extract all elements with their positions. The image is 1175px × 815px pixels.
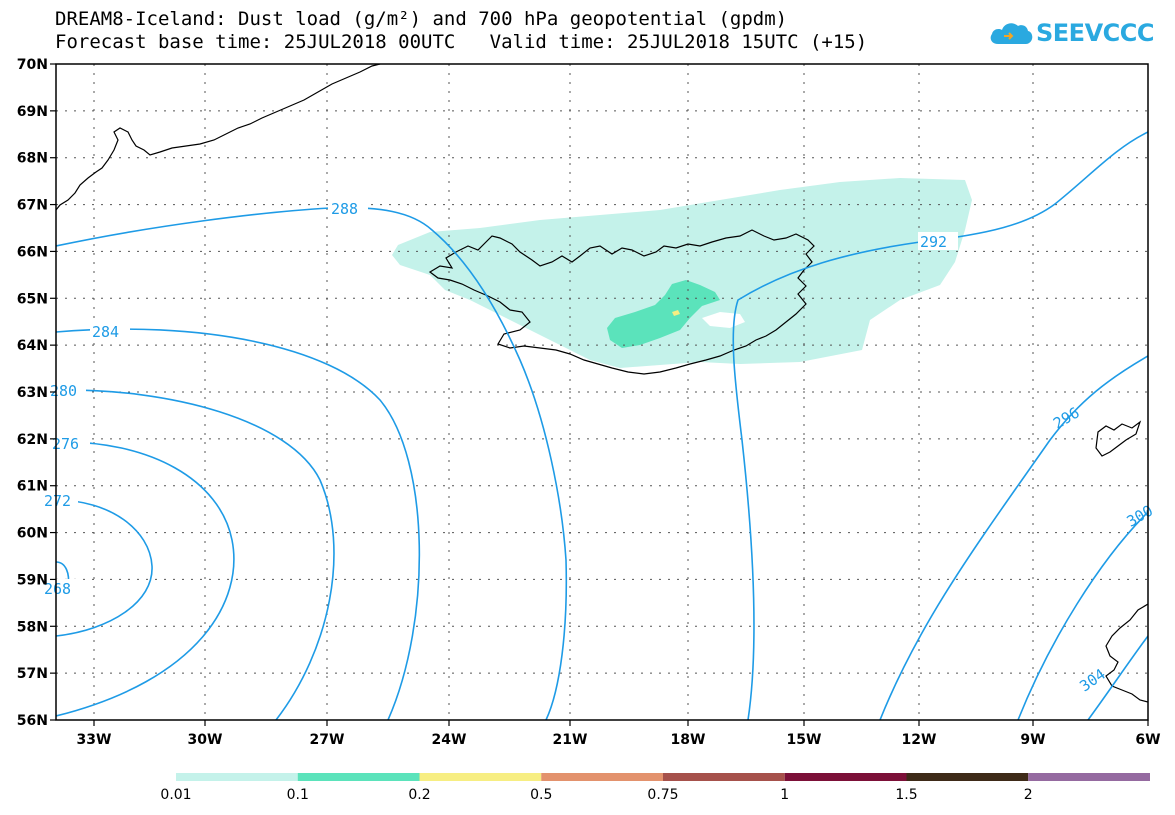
lon-tick-label: 12W xyxy=(902,732,937,748)
lon-tick-label: 9W xyxy=(1020,732,1045,748)
colorbar-label: 0.5 xyxy=(530,787,552,803)
contour-label-300: 300 xyxy=(1124,502,1156,531)
colorbar-swatch xyxy=(663,773,785,781)
contour-label-268: 268 xyxy=(44,580,71,598)
map-title: DREAM8-Iceland: Dust load (g/m²) and 700… xyxy=(55,8,788,30)
contour-284 xyxy=(56,328,421,720)
contour-label-288: 288 xyxy=(331,200,358,218)
contour-label-292: 292 xyxy=(920,233,947,251)
colorbar-swatch xyxy=(541,773,663,781)
lat-tick-label: 63N xyxy=(17,385,48,401)
contour-304 xyxy=(1087,635,1148,720)
colorbar-label: 0.2 xyxy=(408,787,430,803)
dust-area-low xyxy=(392,178,972,368)
lon-tick-label: 21W xyxy=(553,732,588,748)
lat-tick-label: 60N xyxy=(17,526,48,542)
greenland-coastline xyxy=(56,64,381,211)
latitude-axis: 70N 69N 68N 67N 66N 65N 64N 63N 62N 61N 60N 59N 58N 5… xyxy=(17,57,56,729)
dust-area-medium xyxy=(607,280,720,348)
dust-load-layer xyxy=(392,178,972,368)
contour-288 xyxy=(56,206,568,720)
contour-label-272: 272 xyxy=(44,492,71,510)
lat-tick-label: 67N xyxy=(17,198,48,214)
contour-272 xyxy=(56,499,153,637)
lon-tick-label: 27W xyxy=(310,732,345,748)
longitude-axis: 33W 30W 27W 24W 21W 18W 15W 12W 9W 6W xyxy=(77,720,1161,748)
lat-tick-label: 64N xyxy=(17,338,48,354)
lat-tick-label: 61N xyxy=(17,479,48,495)
colorbar-swatch xyxy=(419,773,542,781)
lon-tick-label: 15W xyxy=(787,732,822,748)
contour-276 xyxy=(56,441,235,717)
lat-tick-label: 66N xyxy=(17,244,48,260)
contour-label-280: 280 xyxy=(50,382,77,400)
contour-292 xyxy=(732,131,1148,720)
lat-tick-label: 62N xyxy=(17,432,48,448)
logo-text: SEEVCCC xyxy=(1036,19,1155,47)
contour-label-284: 284 xyxy=(92,323,119,341)
seevccc-logo: SEEVCCC xyxy=(988,18,1155,48)
lon-tick-label: 24W xyxy=(432,732,467,748)
colorbar-label: 1 xyxy=(780,787,789,803)
scotland-coastline xyxy=(1105,603,1148,703)
lon-tick-label: 18W xyxy=(671,732,706,748)
colorbar-label: 0.75 xyxy=(647,787,678,803)
contour-300 xyxy=(1017,511,1148,720)
cloud-icon xyxy=(990,23,1033,44)
geopotential-contours xyxy=(56,131,1148,720)
lat-tick-label: 58N xyxy=(17,619,48,635)
lon-tick-label: 30W xyxy=(188,732,223,748)
contour-280 xyxy=(56,389,335,720)
colorbar-swatch xyxy=(784,773,907,781)
coastlines xyxy=(56,64,1148,703)
colorbar-swatch xyxy=(1028,773,1150,781)
contour-label-276: 276 xyxy=(52,435,79,453)
lat-tick-label: 65N xyxy=(17,291,48,307)
colorbar-label: 0.01 xyxy=(160,787,191,803)
colorbar-label: 1.5 xyxy=(895,787,917,803)
lat-tick-label: 57N xyxy=(17,666,48,682)
contour-label-304: 304 xyxy=(1076,665,1109,695)
lat-tick-label: 59N xyxy=(17,572,48,588)
lon-tick-label: 6W xyxy=(1135,732,1160,748)
colorbar-swatch xyxy=(906,773,1029,781)
contour-296 xyxy=(879,355,1148,720)
colorbar: 0.01 0.1 0.2 0.5 0.75 1 1.5 2 xyxy=(160,773,1150,803)
lon-tick-label: 33W xyxy=(77,732,112,748)
lat-tick-label: 56N xyxy=(17,713,48,729)
map-subtitle: Forecast base time: 25JUL2018 00UTC Vali… xyxy=(55,31,868,53)
lat-tick-label: 69N xyxy=(17,104,48,120)
faroe-islands-coastline xyxy=(1095,420,1142,457)
colorbar-swatch xyxy=(176,773,298,781)
lat-tick-label: 70N xyxy=(17,57,48,73)
colorbar-swatch xyxy=(297,773,420,781)
lat-tick-label: 68N xyxy=(17,151,48,167)
graticule xyxy=(56,64,1148,720)
colorbar-label: 0.1 xyxy=(287,787,309,803)
dust-area-high xyxy=(672,310,680,316)
contour-labels: 288 292 284 280 276 272 268 296 300 304 xyxy=(44,199,1156,695)
colorbar-label: 2 xyxy=(1024,787,1033,803)
